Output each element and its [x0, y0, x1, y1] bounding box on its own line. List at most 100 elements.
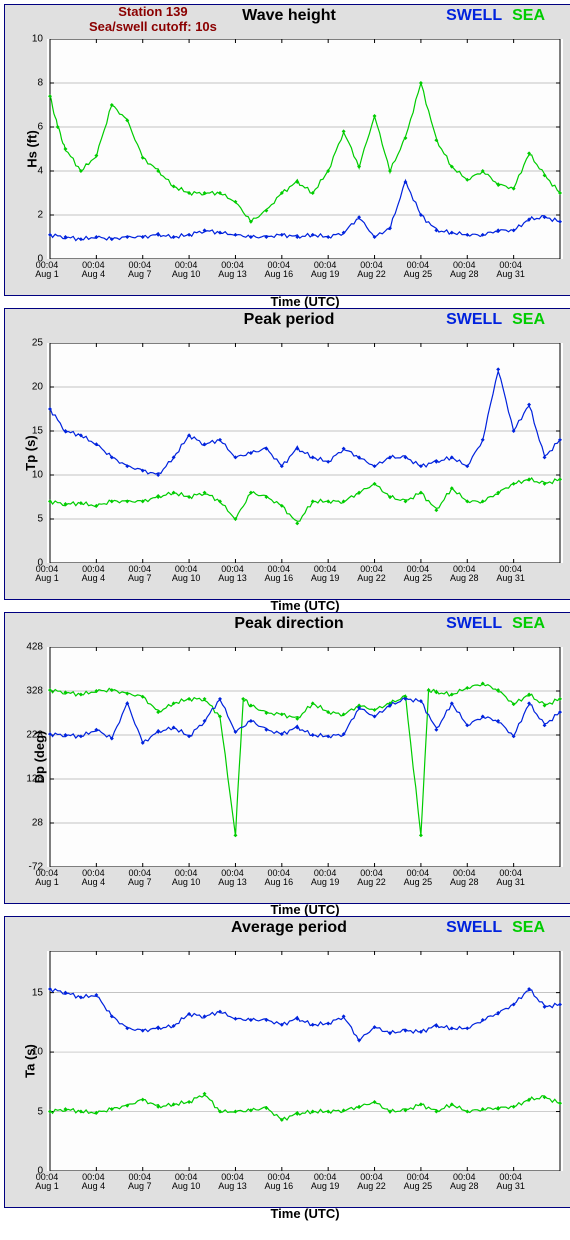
legend: SWELL SEA: [446, 919, 545, 937]
x-tick-label: 00:04Aug 19: [305, 563, 345, 583]
x-tick-label: 00:04Aug 4: [73, 1171, 113, 1191]
y-axis-label: Hs (ft): [24, 130, 39, 168]
panel-avg_period: Average periodSWELLSEATa (s)Time (UTC)05…: [4, 916, 570, 1208]
y-tick-label: 428: [26, 642, 47, 653]
legend: SWELL SEA: [446, 311, 545, 329]
y-tick-label: 4: [37, 166, 47, 177]
x-tick-label: 00:04Aug 13: [212, 563, 252, 583]
x-tick-label: 00:04Aug 10: [166, 563, 206, 583]
x-axis-label: Time (UTC): [270, 294, 339, 309]
legend: SWELLSEA: [446, 615, 545, 633]
x-tick-label: 00:04Aug 25: [398, 259, 438, 279]
x-tick-label: 00:04Aug 31: [491, 867, 531, 887]
y-tick-label: 128: [26, 774, 47, 785]
x-tick-label: 00:04Aug 7: [120, 259, 160, 279]
y-tick-label: 6: [37, 122, 47, 133]
x-tick-label: 00:04Aug 7: [120, 563, 160, 583]
x-tick-label: 00:04Aug 13: [212, 867, 252, 887]
x-tick-label: 00:04Aug 22: [352, 563, 392, 583]
x-tick-label: 00:04Aug 22: [352, 867, 392, 887]
x-tick-label: 00:04Aug 7: [120, 867, 160, 887]
station-label: Station 139Sea/swell cutoff: 10s: [89, 5, 217, 35]
x-axis-label: Time (UTC): [270, 598, 339, 613]
x-ticks: 00:04Aug 100:04Aug 400:04Aug 700:04Aug 1…: [47, 951, 557, 1171]
panel-title: Peak direction: [234, 615, 343, 633]
x-tick-label: 00:04Aug 1: [27, 1171, 67, 1191]
x-ticks: 00:04Aug 100:04Aug 400:04Aug 700:04Aug 1…: [47, 39, 557, 259]
panel-peak_period: Peak period SWELL SEA Tp (s)Time (UTC)05101…: [4, 308, 570, 600]
panel-wave_height: Station 139Sea/swell cutoff: 10s Wave hei…: [4, 4, 570, 296]
legend-sea: SEA: [512, 7, 545, 24]
x-tick-label: 00:04Aug 25: [398, 867, 438, 887]
x-tick-label: 00:04Aug 31: [491, 1171, 531, 1191]
chart-stack: Station 139Sea/swell cutoff: 10s Wave hei…: [4, 4, 570, 1208]
y-tick-label: 28: [32, 818, 47, 829]
x-tick-label: 00:04Aug 4: [73, 259, 113, 279]
x-tick-label: 00:04Aug 4: [73, 563, 113, 583]
panel-header: Peak direction SWELLSEA: [9, 615, 569, 647]
panel-header: Peak period SWELL SEA: [9, 311, 569, 343]
x-tick-label: 00:04Aug 16: [259, 563, 299, 583]
cutoff-label: Sea/swell cutoff: 10s: [89, 19, 217, 34]
x-tick-label: 00:04Aug 28: [444, 259, 484, 279]
x-tick-label: 00:04Aug 25: [398, 563, 438, 583]
y-tick-label: 20: [32, 382, 47, 393]
x-tick-label: 00:04Aug 19: [305, 259, 345, 279]
x-tick-label: 00:04Aug 28: [444, 867, 484, 887]
y-tick-label: 15: [32, 426, 47, 437]
plot-area: Dp (deg)Time (UTC)-722812822832842800:04…: [47, 647, 563, 867]
panel-title: Peak period: [244, 311, 335, 329]
x-tick-label: 00:04Aug 10: [166, 1171, 206, 1191]
x-tick-label: 00:04Aug 31: [491, 563, 531, 583]
legend-sea: SEA: [512, 311, 545, 328]
x-tick-label: 00:04Aug 28: [444, 1171, 484, 1191]
x-tick-label: 00:04Aug 25: [398, 1171, 438, 1191]
x-tick-label: 00:04Aug 13: [212, 259, 252, 279]
x-tick-label: 00:04Aug 1: [27, 563, 67, 583]
y-tick-label: 10: [32, 470, 47, 481]
x-ticks: 00:04Aug 100:04Aug 400:04Aug 700:04Aug 1…: [47, 343, 557, 563]
panel-header: Average period SWELL SEA: [9, 919, 569, 951]
plot-area: Tp (s)Time (UTC)051015202500:04Aug 100:0…: [47, 343, 563, 563]
x-ticks: 00:04Aug 100:04Aug 400:04Aug 700:04Aug 1…: [47, 647, 557, 867]
y-tick-label: 228: [26, 730, 47, 741]
x-tick-label: 00:04Aug 16: [259, 1171, 299, 1191]
y-axis-label: Tp (s): [23, 435, 38, 470]
x-tick-label: 00:04Aug 22: [352, 259, 392, 279]
x-tick-label: 00:04Aug 4: [73, 867, 113, 887]
y-tick-label: 5: [37, 1106, 47, 1117]
x-tick-label: 00:04Aug 10: [166, 259, 206, 279]
plot-area: Hs (ft)Time (UTC)024681000:04Aug 100:04A…: [47, 39, 563, 259]
y-tick-label: 5: [37, 514, 47, 525]
legend-swell: SWELL: [446, 311, 502, 328]
x-tick-label: 00:04Aug 19: [305, 867, 345, 887]
legend-sea: SEA: [512, 919, 545, 936]
y-tick-label: 8: [37, 78, 47, 89]
y-tick-label: 328: [26, 686, 47, 697]
legend-swell: SWELL: [446, 919, 502, 936]
legend-swell: SWELL: [446, 7, 502, 24]
station-id: Station 139: [118, 4, 187, 19]
x-tick-label: 00:04Aug 28: [444, 563, 484, 583]
x-tick-label: 00:04Aug 7: [120, 1171, 160, 1191]
x-tick-label: 00:04Aug 31: [491, 259, 531, 279]
legend: SWELL SEA: [446, 7, 545, 25]
x-tick-label: 00:04Aug 10: [166, 867, 206, 887]
x-tick-label: 00:04Aug 16: [259, 259, 299, 279]
y-tick-label: 2: [37, 210, 47, 221]
panel-title: Average period: [231, 919, 347, 937]
legend-sea: SEA: [512, 615, 545, 632]
y-tick-label: 10: [32, 1047, 47, 1058]
panel-title: Wave height: [242, 7, 336, 25]
panel-peak_direction: Peak direction SWELLSEA Dp (deg)Time (UTC)…: [4, 612, 570, 904]
x-tick-label: 00:04Aug 16: [259, 867, 299, 887]
x-tick-label: 00:04Aug 22: [352, 1171, 392, 1191]
x-axis-label: Time (UTC): [270, 1206, 339, 1221]
y-tick-label: 15: [32, 987, 47, 998]
x-tick-label: 00:04Aug 1: [27, 259, 67, 279]
panel-header: Station 139Sea/swell cutoff: 10s Wave hei…: [9, 7, 569, 39]
x-tick-label: 00:04Aug 13: [212, 1171, 252, 1191]
y-tick-label: 10: [32, 34, 47, 45]
x-axis-label: Time (UTC): [270, 902, 339, 917]
x-tick-label: 00:04Aug 19: [305, 1171, 345, 1191]
